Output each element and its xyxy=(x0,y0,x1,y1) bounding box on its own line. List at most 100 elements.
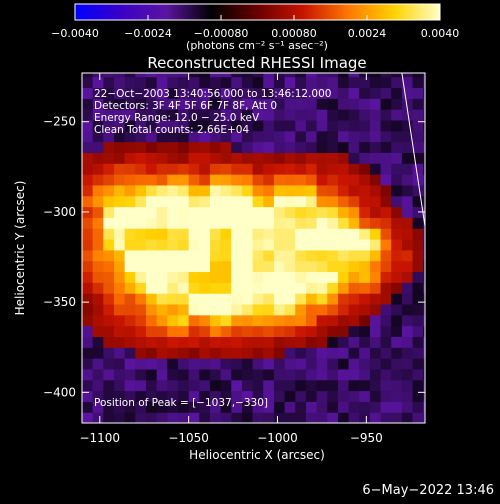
heatmap-cell xyxy=(263,206,275,218)
peak-position-label: Position of Peak = [−1037,−330] xyxy=(94,397,268,409)
heatmap-cell xyxy=(273,228,286,240)
heatmap-cell xyxy=(273,325,286,337)
heatmap-cell xyxy=(199,119,211,132)
heatmap-cell xyxy=(401,184,414,197)
heatmap-cell xyxy=(135,98,147,110)
heatmap-cell xyxy=(359,98,371,110)
heatmap-cell xyxy=(241,314,254,327)
heatmap-cell xyxy=(209,379,222,392)
heatmap-cell xyxy=(284,163,296,175)
heatmap-cell xyxy=(359,303,371,316)
heatmap-cell xyxy=(348,412,360,423)
heatmap-cell xyxy=(124,174,136,186)
heatmap-cell xyxy=(337,98,350,110)
heatmap-cell xyxy=(252,174,264,186)
heatmap-cell xyxy=(316,282,328,294)
heatmap-cell xyxy=(231,238,243,251)
heatmap-cell xyxy=(380,163,392,175)
heatmap-cell xyxy=(263,163,275,175)
heatmap-cell xyxy=(82,195,94,208)
heatmap-cell xyxy=(327,368,339,381)
heatmap-cell xyxy=(82,238,94,251)
heatmap-cell xyxy=(412,401,424,413)
heatmap-cell xyxy=(273,412,286,423)
heatmap-cell xyxy=(135,87,147,99)
heatmap-cell xyxy=(273,271,286,283)
heatmap-cell xyxy=(220,336,232,348)
heatmap-cell xyxy=(199,238,211,251)
heatmap-cell xyxy=(220,152,232,164)
heatmap-cell xyxy=(220,358,232,370)
heatmap-cell xyxy=(220,76,232,89)
heatmap-cell xyxy=(412,76,424,89)
heatmap-cell xyxy=(113,303,126,316)
heatmap-cell xyxy=(359,325,371,337)
heatmap-cell xyxy=(82,282,94,294)
heatmap-cell xyxy=(401,412,414,423)
heatmap-cell xyxy=(327,249,339,262)
heatmap-cell xyxy=(220,195,232,208)
heatmap-cell xyxy=(252,184,264,197)
heatmap-cell xyxy=(241,249,254,262)
heatmap-cell xyxy=(177,303,190,316)
heatmap-cell xyxy=(103,73,115,78)
heatmap-cell xyxy=(284,130,296,143)
colorbar-ticks: −0.0040 −0.0024 −0.00080 0.00080 0.0024 0.004… xyxy=(51,15,459,40)
heatmap-cell xyxy=(231,76,243,89)
heatmap-cell xyxy=(124,141,136,153)
heatmap-cell xyxy=(145,347,158,359)
heatmap-cell xyxy=(145,174,158,186)
heatmap-cell xyxy=(316,228,328,240)
heatmap-cell xyxy=(273,260,286,273)
heatmap-cell xyxy=(337,336,350,348)
heatmap-cell xyxy=(423,87,425,99)
heatmap-cell xyxy=(348,109,360,121)
heatmap-cell xyxy=(316,163,328,175)
heatmap-cell xyxy=(156,282,168,294)
heatmap-cell xyxy=(177,87,190,99)
heatmap-cell xyxy=(401,390,414,402)
heatmap-cell xyxy=(124,184,136,197)
heatmap-cell xyxy=(295,368,307,381)
heatmap-cell xyxy=(199,303,211,316)
heatmap-cell xyxy=(220,303,232,316)
heatmap-cell xyxy=(113,228,126,240)
heatmap-cell xyxy=(423,260,425,273)
heatmap-cell xyxy=(359,379,371,392)
heatmap-cells xyxy=(82,73,425,423)
colorbar-tick-label: 0.0024 xyxy=(348,27,387,40)
heatmap-cell xyxy=(359,163,371,175)
heatmap-cell xyxy=(391,217,403,229)
heatmap-cell xyxy=(241,282,254,294)
heatmap-cell xyxy=(124,87,136,99)
heatmap-cell xyxy=(220,260,232,273)
heatmap-cell xyxy=(231,336,243,348)
heatmap-cell xyxy=(337,73,350,78)
heatmap-cell xyxy=(220,130,232,143)
heatmap-cell xyxy=(92,206,104,218)
heatmap-cell xyxy=(188,260,200,273)
heatmap-cell xyxy=(113,238,126,251)
heatmap-cell xyxy=(177,76,190,89)
heatmap-cell xyxy=(252,325,264,337)
heatmap-cell xyxy=(412,163,424,175)
heatmap-cell xyxy=(252,347,264,359)
heatmap-cell xyxy=(327,358,339,370)
heatmap-cell xyxy=(103,98,115,110)
heatmap-cell xyxy=(327,163,339,175)
heatmap-cell xyxy=(391,336,403,348)
heatmap-cell xyxy=(401,347,414,359)
heatmap-cell xyxy=(273,390,286,402)
heatmap-cell xyxy=(337,119,350,132)
heatmap-cell xyxy=(113,141,126,153)
heatmap-cell xyxy=(209,130,222,143)
heatmap-cell xyxy=(113,325,126,337)
heatmap-cell xyxy=(316,217,328,229)
heatmap-cell xyxy=(92,368,104,381)
heatmap-cell xyxy=(231,98,243,110)
heatmap-cell xyxy=(263,379,275,392)
heatmap-cell xyxy=(209,293,222,305)
heatmap-cell xyxy=(167,238,179,251)
heatmap-cell xyxy=(145,249,158,262)
heatmap-cell xyxy=(188,184,200,197)
